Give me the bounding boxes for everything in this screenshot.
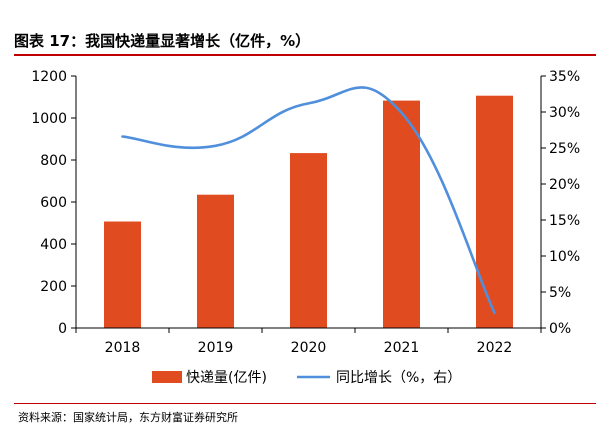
- axes: 0 200 400 600 800 1000 1200 0% 5% 10% 15% 20% 25% 30%…: [31, 69, 580, 356]
- line-series: [121, 86, 496, 315]
- y-left-tick-label: 800: [40, 153, 67, 169]
- footer-rule: [14, 403, 596, 404]
- x-tick-label: 2020: [291, 340, 327, 356]
- y-right-tick-label: 10%: [549, 249, 580, 265]
- bar-2021: [383, 100, 420, 328]
- y-right-tick-label: 20%: [549, 177, 580, 193]
- bar-2022: [476, 95, 513, 328]
- bar-2020: [290, 153, 327, 328]
- legend: 快递量(亿件) 同比增长（%，右）: [152, 370, 461, 386]
- y-left-tick-label: 600: [40, 195, 67, 211]
- source-note: 资料来源：国家统计局，东方财富证券研究所: [18, 411, 238, 424]
- y-right-tick-label: 30%: [549, 105, 580, 121]
- y-right-tick-label: 15%: [549, 213, 580, 229]
- legend-bar-swatch: [152, 371, 182, 383]
- x-tick-label: 2019: [198, 340, 234, 356]
- x-tick-label: 2022: [477, 340, 513, 356]
- bar-2019: [197, 194, 234, 328]
- y-left-tick-label: 0: [58, 321, 67, 337]
- chart-title: 图表 17：我国快递量显著增长（亿件，%）: [14, 32, 311, 50]
- x-tick-label: 2018: [105, 340, 141, 356]
- y-left-tick-label: 1200: [31, 69, 67, 85]
- y-right-tick-label: 35%: [549, 69, 580, 85]
- y-right-tick-label: 0%: [549, 321, 571, 337]
- bar-series: [104, 95, 513, 328]
- legend-bar-label: 快递量(亿件): [186, 370, 267, 386]
- legend-line-label: 同比增长（%，右）: [336, 370, 461, 386]
- y-left-tick-label: 400: [40, 237, 67, 253]
- title-rule: [14, 54, 596, 56]
- x-tick-label: 2021: [384, 340, 420, 356]
- y-left-tick-label: 200: [40, 279, 67, 295]
- growth-line: [121, 86, 496, 315]
- y-right-tick-label: 25%: [549, 141, 580, 157]
- y-right-tick-label: 5%: [549, 285, 571, 301]
- bar-2018: [104, 221, 141, 328]
- y-left-tick-label: 1000: [31, 111, 67, 127]
